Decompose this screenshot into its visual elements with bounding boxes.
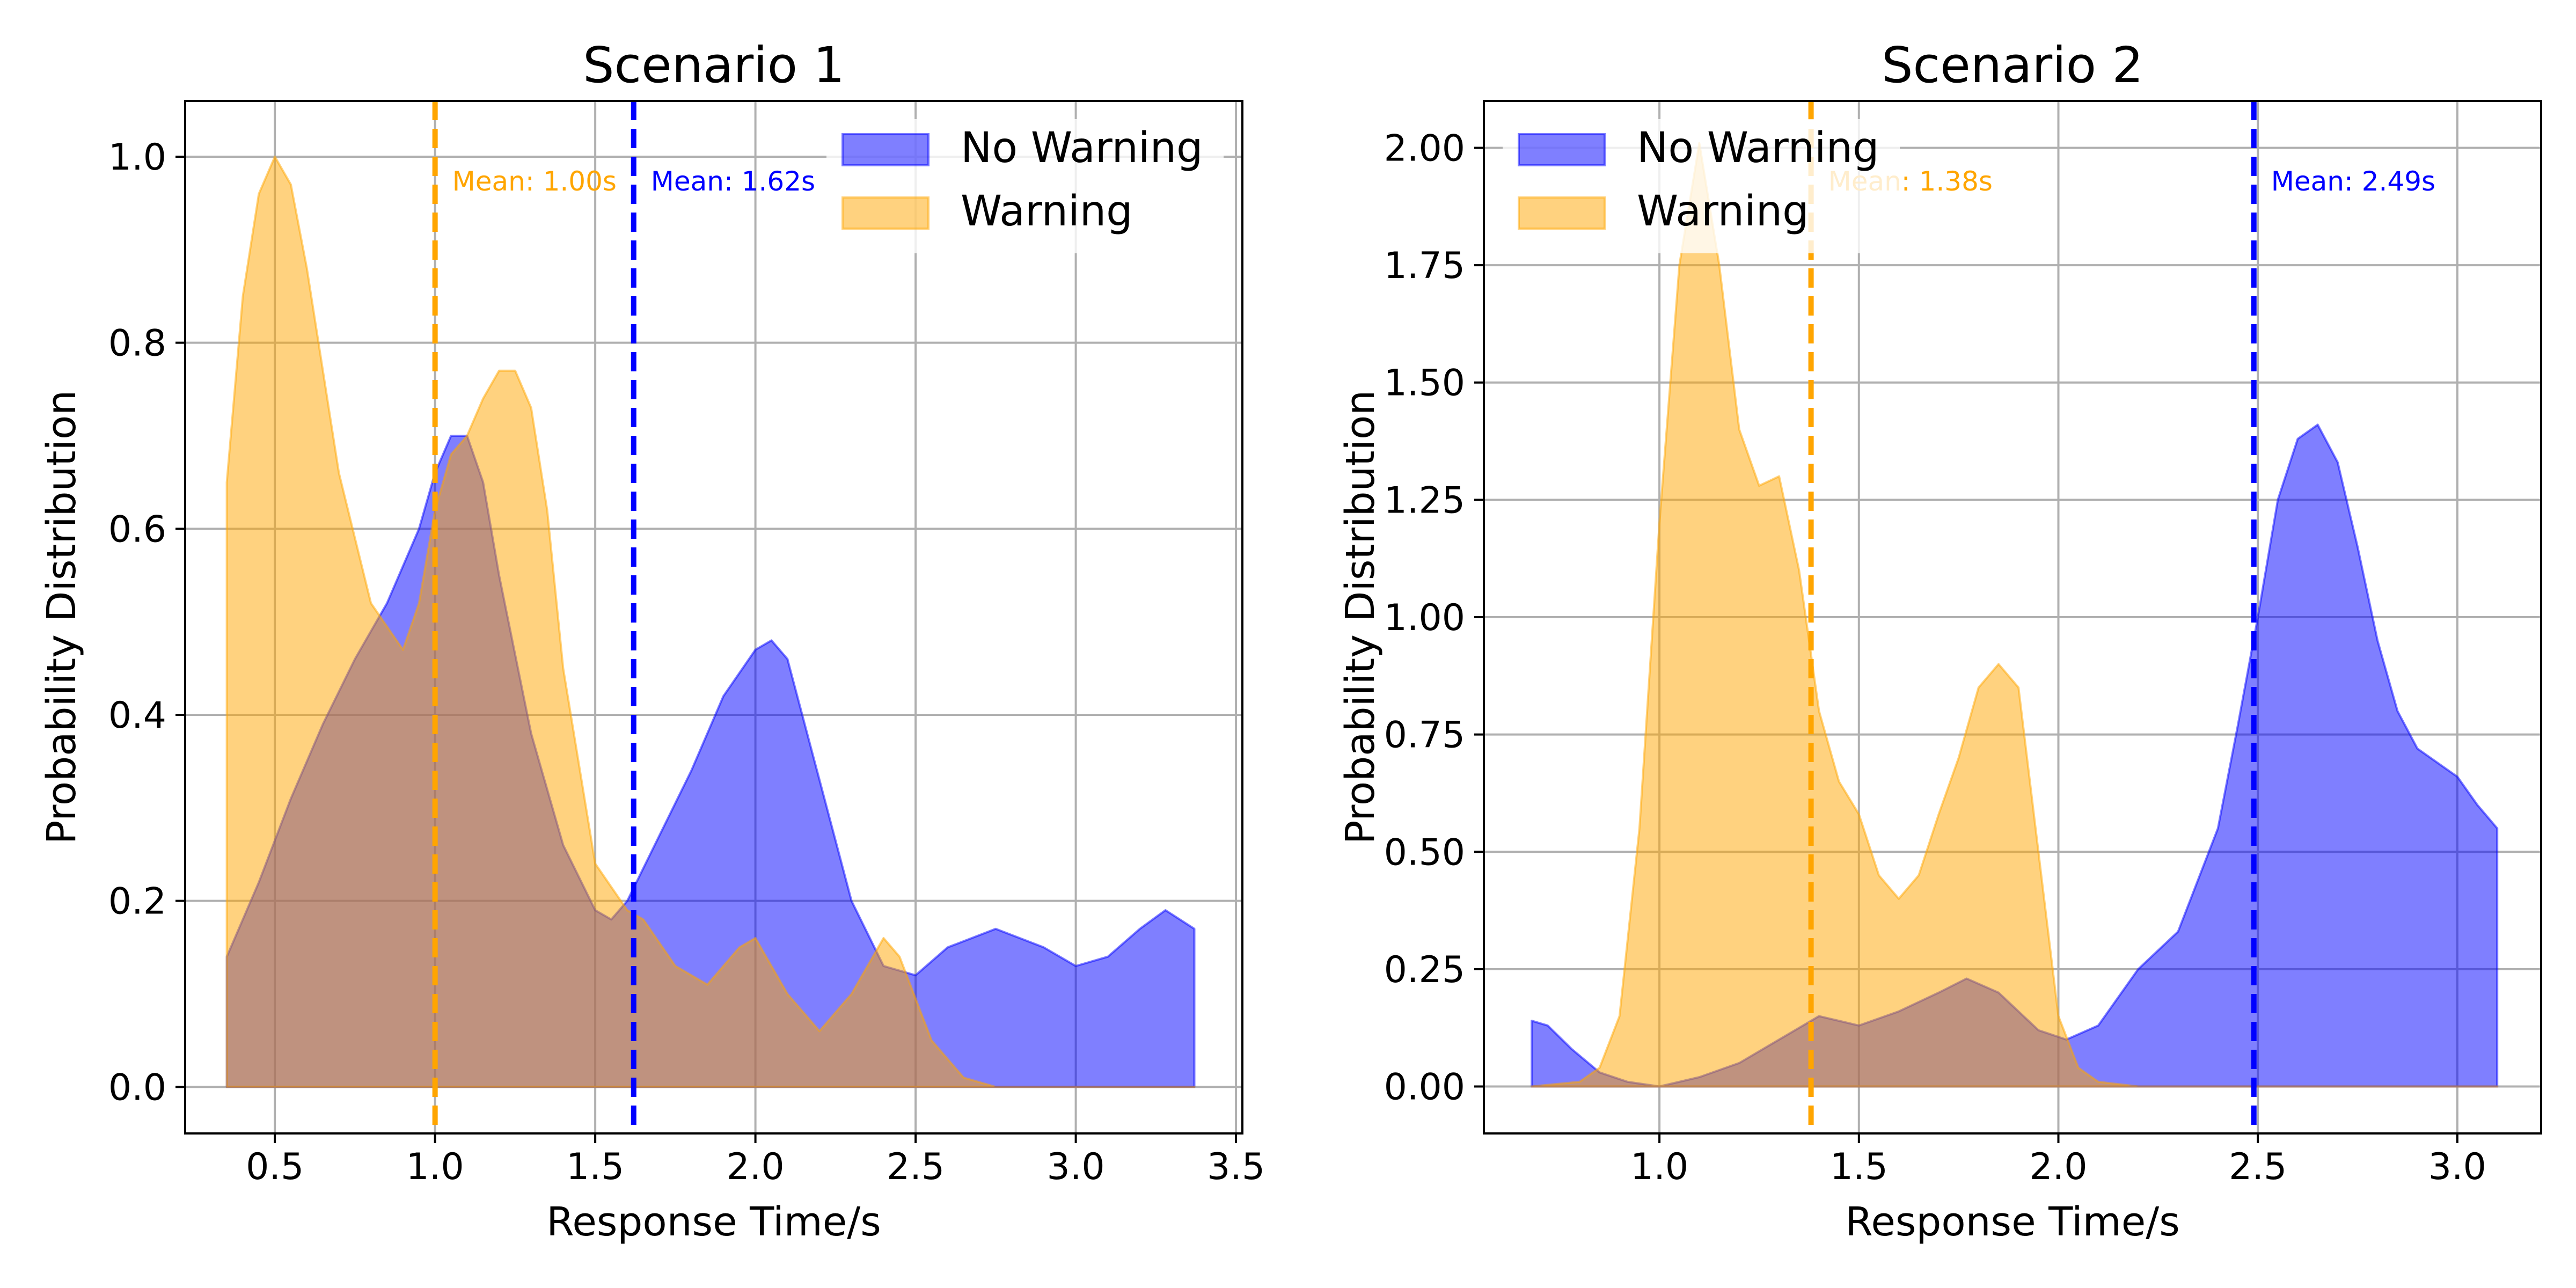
series-area-warning	[1531, 142, 2499, 1088]
legend-label: Warning	[961, 187, 1133, 236]
x-axis-label: Response Time/s	[1845, 1199, 2180, 1245]
legend-swatch-warning	[841, 196, 930, 230]
y-tick-label: 0.50	[1384, 831, 1465, 874]
legend-swatch-warning	[1518, 196, 1606, 230]
x-tick-label: 0.5	[246, 1146, 304, 1188]
x-axis-label: Response Time/s	[546, 1199, 881, 1245]
x-tick-label: 3.0	[1046, 1146, 1104, 1188]
chart-title: Scenario 2	[1882, 36, 2143, 94]
y-axis-label: Probability Distribution	[1337, 390, 1384, 844]
chart-title: Scenario 1	[583, 36, 845, 94]
x-tick-label: 1.5	[1830, 1146, 1888, 1188]
axes-frame	[184, 100, 1243, 1135]
legend-label: No Warning	[961, 124, 1203, 172]
mean-label: Mean: 1.00s	[452, 166, 617, 197]
legend-swatch-no-warning	[1518, 133, 1606, 166]
x-tick-label: 2.0	[727, 1146, 785, 1188]
x-tick-label: 1.0	[406, 1146, 464, 1188]
y-tick-label: 0.0	[108, 1066, 166, 1109]
x-tick-label: 3.5	[1207, 1146, 1265, 1188]
legend-label: Warning	[1637, 187, 1809, 236]
x-tick-label: 1.0	[1630, 1146, 1688, 1188]
y-tick-label: 0.8	[108, 323, 166, 365]
y-tick-label: 0.4	[108, 694, 166, 737]
y-tick-label: 0.2	[108, 881, 166, 923]
areas	[1531, 142, 2499, 1088]
legend-swatch-no-warning	[841, 133, 930, 166]
y-tick-label: 0.25	[1384, 949, 1465, 991]
y-tick-label: 1.25	[1384, 479, 1465, 522]
x-tick-label: 3.0	[2428, 1146, 2486, 1188]
y-tick-label: 0.00	[1384, 1066, 1465, 1109]
legend-label: No Warning	[1637, 124, 1879, 172]
chart-panel-1: Mean: 1.00s Mean: 1.62s 0.5 1.0 1.5 2.0 2.5 3.0…	[39, 36, 1265, 1245]
y-tick-label: 1.50	[1384, 362, 1465, 405]
y-tick-label: 1.0	[108, 136, 166, 179]
y-tick-label: 2.00	[1384, 127, 1465, 170]
legend: No Warning Warning	[826, 119, 1224, 253]
x-tick-label: 2.5	[887, 1146, 945, 1188]
mean-label: Mean: 1.62s	[651, 166, 815, 197]
y-tick-label: 0.75	[1384, 714, 1465, 757]
x-tick-label: 1.5	[566, 1146, 624, 1188]
series-area-warning	[225, 156, 1196, 1088]
areas	[225, 156, 1196, 1088]
x-tick-label: 2.0	[2029, 1146, 2087, 1188]
y-tick-label: 1.00	[1384, 597, 1465, 639]
y-tick-label: 0.6	[108, 508, 166, 551]
legend: No Warning Warning	[1503, 119, 1900, 253]
x-tick-label: 2.5	[2229, 1146, 2287, 1188]
y-axis-label: Probability Distribution	[39, 390, 85, 844]
mean-label: Mean: 2.49s	[2271, 166, 2435, 197]
y-tick-label: 1.75	[1384, 245, 1465, 287]
